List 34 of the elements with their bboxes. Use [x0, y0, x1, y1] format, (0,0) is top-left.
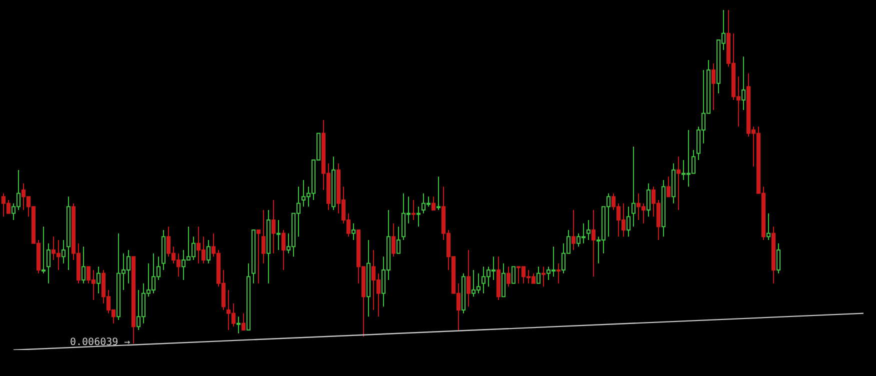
candlestick	[712, 62, 716, 110]
candlestick	[572, 210, 576, 250]
candlestick	[242, 312, 246, 330]
candlestick	[282, 230, 286, 270]
candlestick	[742, 56, 746, 110]
candlestick	[432, 196, 436, 210]
candlestick	[436, 176, 440, 210]
candlestick	[96, 266, 100, 294]
candlestick	[62, 240, 66, 264]
candlestick	[502, 262, 506, 298]
candlestick	[592, 210, 596, 278]
candlestick	[276, 220, 280, 250]
candlestick	[352, 222, 356, 240]
candlestick	[776, 242, 780, 274]
candlestick	[586, 220, 590, 240]
candlestick	[466, 250, 470, 308]
candlestick	[646, 182, 650, 218]
candlestick	[272, 200, 276, 254]
candlestick	[42, 226, 46, 274]
candlestick	[256, 230, 260, 284]
candlestick	[676, 156, 680, 210]
candlestick	[666, 176, 670, 198]
candlestick	[506, 266, 510, 288]
candlestick	[262, 210, 266, 264]
candlestick	[396, 226, 400, 254]
candlestick	[82, 246, 86, 284]
candlestick	[236, 316, 240, 334]
candlestick	[46, 242, 50, 284]
candlestick	[632, 146, 636, 228]
candlestick	[392, 222, 396, 258]
annotation: 0.006039 →	[70, 337, 130, 348]
candlestick	[206, 240, 210, 264]
candlestick	[766, 212, 770, 240]
candlestick	[626, 206, 630, 238]
